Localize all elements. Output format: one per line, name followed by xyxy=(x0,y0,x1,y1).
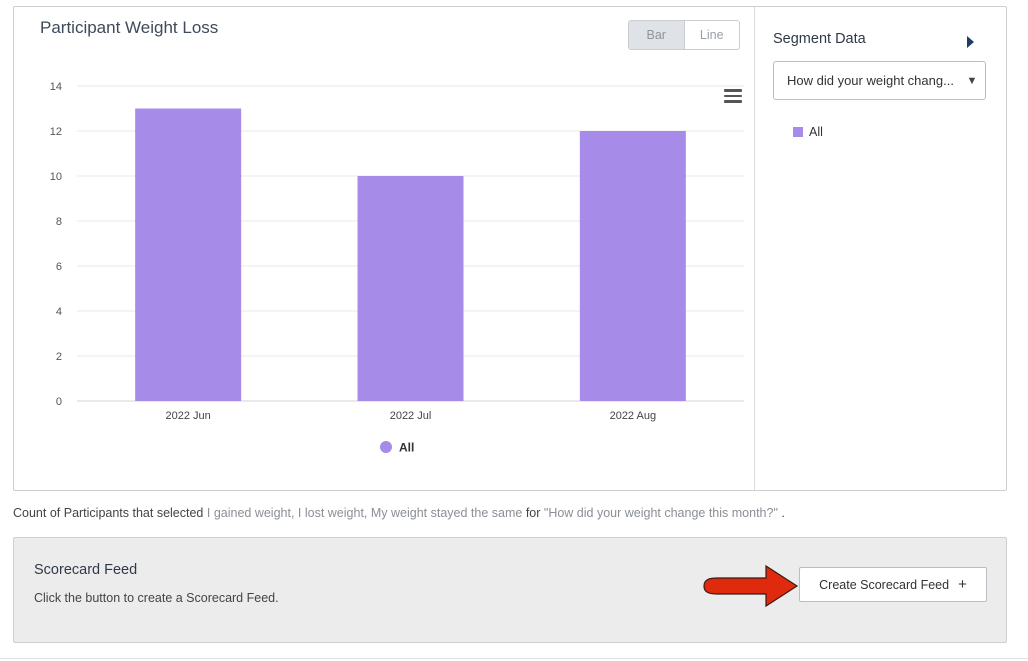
bar xyxy=(135,108,242,401)
y-tick-label: 4 xyxy=(56,306,62,318)
page-bottom-border xyxy=(0,658,1028,659)
caption-for: for xyxy=(525,506,541,520)
bar-chart: 0 2 4 6 8 10 12 14 2022 Jun 2022 Jul 2022 Aug All xyxy=(50,81,744,455)
bar xyxy=(579,131,686,401)
bar xyxy=(357,176,464,401)
y-tick-label: 2 xyxy=(56,351,62,363)
bar-toggle-button[interactable]: Bar xyxy=(629,21,685,49)
line-toggle-button[interactable]: Line xyxy=(699,28,724,42)
chart-panel: Participant Weight Loss Bar Line 0 2 4 6 8 10… xyxy=(13,6,1007,491)
segment-question-select[interactable]: How did your weight chang... ▼ xyxy=(773,61,986,100)
chart-title: Participant Weight Loss xyxy=(40,18,219,37)
caption-prefix: Count of Participants that selected xyxy=(13,506,204,520)
create-scorecard-feed-button[interactable]: Create Scorecard Feed + xyxy=(799,567,987,602)
chart-caption: Count of Participants that selected I ga… xyxy=(13,506,785,520)
segment-legend-item[interactable]: All xyxy=(793,125,823,139)
legend-marker[interactable] xyxy=(380,441,392,453)
x-tick-label: 2022 Aug xyxy=(610,410,657,422)
segment-legend-swatch xyxy=(793,127,803,137)
caption-suffix: . xyxy=(781,506,785,520)
y-tick-label: 10 xyxy=(50,171,62,183)
x-tick-label: 2022 Jul xyxy=(390,410,432,422)
panel-divider xyxy=(754,7,755,490)
chevron-down-icon: ▼ xyxy=(966,74,978,87)
scorecard-feed-title: Scorecard Feed xyxy=(34,562,138,578)
y-tick-label: 8 xyxy=(56,216,62,228)
y-tick-label: 14 xyxy=(50,81,62,93)
segment-data-title: Segment Data xyxy=(773,31,866,47)
caption-question: "How did your weight change this month?" xyxy=(543,506,778,520)
hamburger-menu-icon[interactable] xyxy=(724,89,742,103)
plus-icon: + xyxy=(958,576,967,593)
x-tick-label: 2022 Jun xyxy=(166,410,211,422)
y-tick-label: 6 xyxy=(56,261,62,273)
caption-options: I gained weight, I lost weight, My weigh… xyxy=(206,506,523,520)
scorecard-feed-description: Click the button to create a Scorecard F… xyxy=(34,591,279,605)
caret-right-icon[interactable] xyxy=(967,36,974,48)
y-tick-label: 0 xyxy=(56,396,62,408)
segment-select-value: How did your weight chang... xyxy=(787,73,954,88)
create-scorecard-feed-label: Create Scorecard Feed xyxy=(819,577,950,592)
legend-label[interactable]: All xyxy=(399,441,414,455)
y-tick-label: 12 xyxy=(50,126,62,138)
red-arrow-annotation xyxy=(703,564,799,608)
scorecard-feed-panel: Scorecard Feed Click the button to creat… xyxy=(13,537,1007,643)
segment-legend-label: All xyxy=(809,125,823,139)
chart-type-toggle: Bar Line xyxy=(628,20,740,50)
